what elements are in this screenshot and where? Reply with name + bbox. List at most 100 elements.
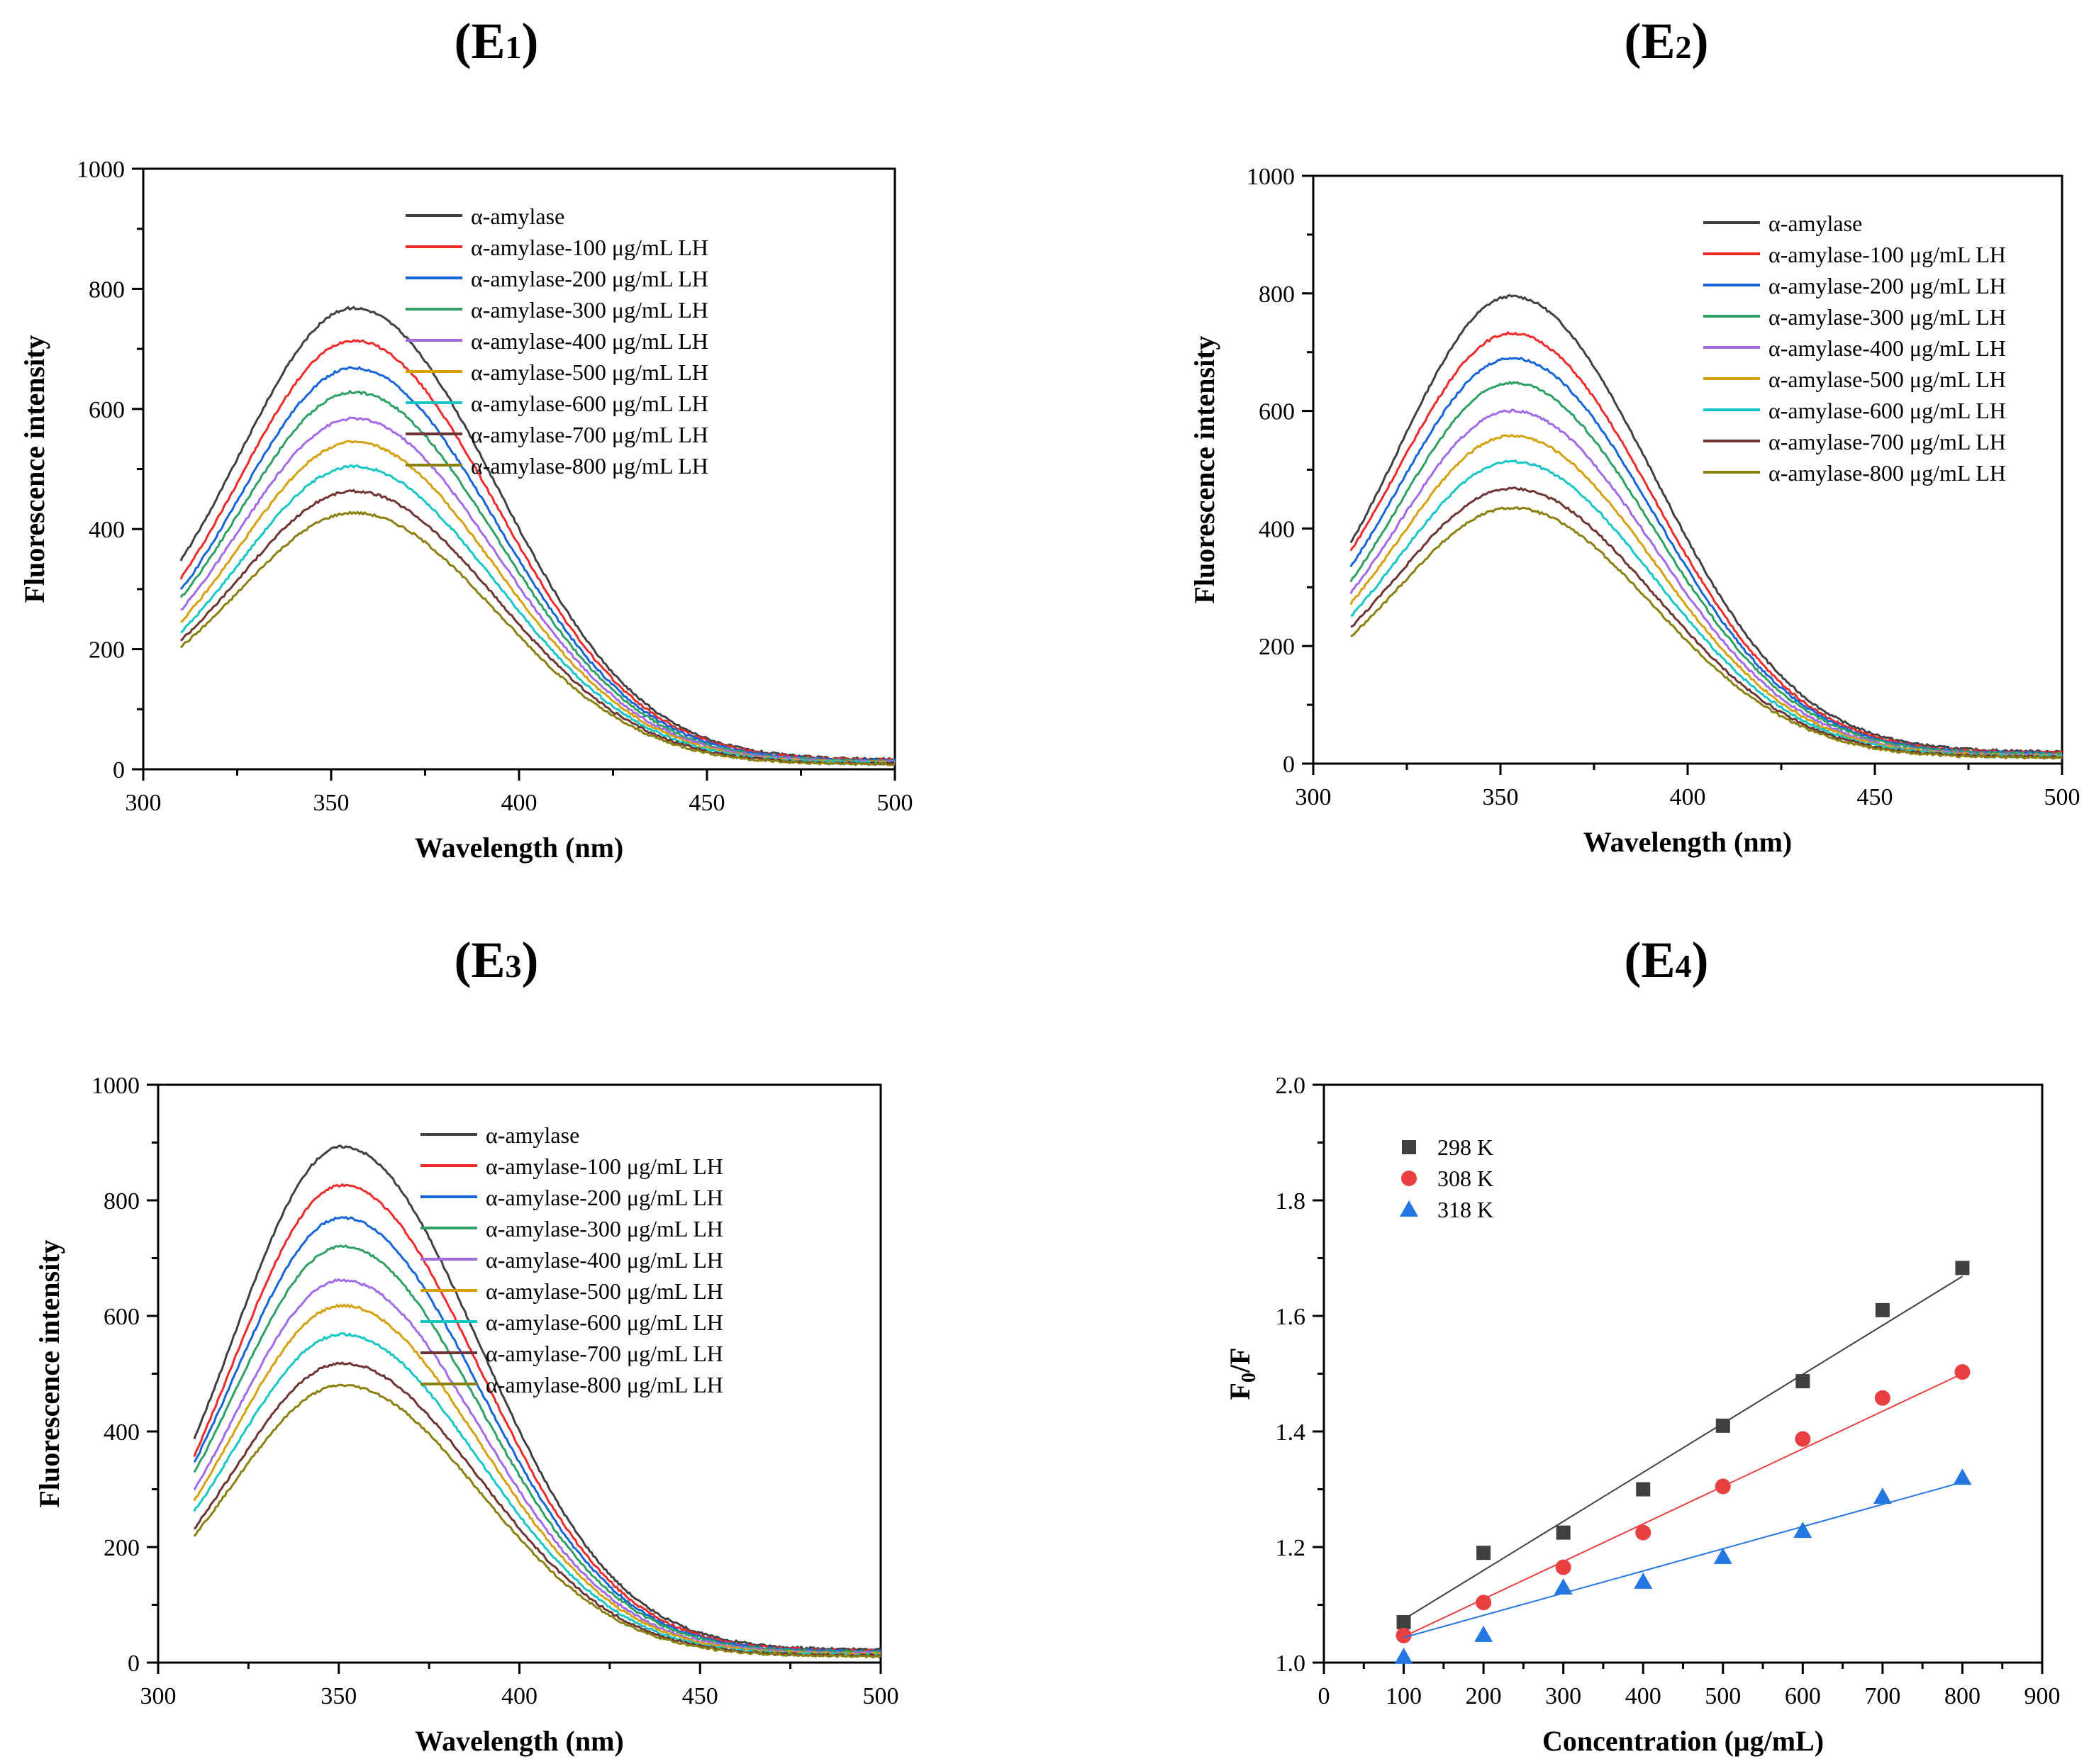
x-tick-label: 500 [1705, 1683, 1741, 1709]
x-tick-label: 450 [689, 790, 725, 816]
chart-E4: 0 100 200 300 400 500 600 700 800 900 1.0 1.2 1.4 1.6… [1224, 1073, 2061, 1757]
y-tick-label: 400 [89, 517, 125, 543]
chart-E3: 300 350 400 450 500 0 200 400 600 800 1000 Waveleng… [33, 1073, 899, 1757]
y-tick-label: 1000 [1247, 164, 1295, 190]
legend-entry: α-amylase-800 μg/mL LH [1768, 460, 2006, 486]
y-axis-label: Fluorescence intensity [1188, 335, 1220, 603]
data-point [1953, 1468, 1972, 1485]
legend-marker [1402, 1140, 1416, 1154]
data-point [1555, 1559, 1571, 1575]
series-line [1349, 356, 2063, 756]
x-tick-label: 350 [321, 1683, 357, 1709]
x-tick-label: 500 [877, 790, 913, 816]
legend-entry: α-amylase-600 μg/mL LH [486, 1310, 723, 1335]
y-tick-label: 600 [1259, 399, 1295, 425]
legend-entry: α-amylase-400 μg/mL LH [486, 1247, 723, 1273]
series-line [1349, 330, 2063, 755]
x-tick-label: 300 [1545, 1683, 1581, 1709]
legend-entry: α-amylase-400 μg/mL LH [471, 328, 708, 354]
data-point [1795, 1431, 1811, 1447]
y-axis-label: Fluorescence intensity [18, 335, 50, 603]
y-tick-label: 200 [104, 1535, 140, 1561]
legend-entry: α-amylase-800 μg/mL LH [486, 1372, 723, 1397]
x-tick-label: 500 [2044, 784, 2080, 810]
plot-frame [1322, 1083, 2044, 1664]
series-line [1350, 486, 2063, 759]
x-tick-label: 400 [501, 1683, 537, 1709]
panel-title-E2: (E2) [1625, 13, 1709, 69]
fit-line [1403, 1481, 1963, 1639]
x-tick-label: 200 [1466, 1683, 1502, 1709]
data-point [1793, 1522, 1812, 1539]
series-line [180, 416, 896, 764]
y-tick-label: 800 [89, 277, 125, 303]
chart-E1: 300 350 400 450 500 0 200 400 600 800 1000 Waveleng… [18, 157, 913, 864]
x-tick-label: 400 [1670, 784, 1706, 810]
fit-line [1403, 1373, 1963, 1638]
y-axis-label: Fluorescence intensity [33, 1239, 65, 1507]
panel-title-E4: (E4) [1625, 932, 1709, 988]
legend-entry: 308 K [1437, 1166, 1493, 1191]
data-point [1715, 1478, 1731, 1495]
panel-title-E1: (E1) [455, 13, 539, 69]
chart-E2: 300 350 400 450 500 0 200 400 600 800 1000 Waveleng… [1188, 164, 2080, 858]
legend-entry: α-amylase-800 μg/mL LH [471, 453, 708, 479]
legend-entry: α-amylase [471, 203, 564, 229]
x-tick-label: 450 [1857, 784, 1893, 810]
data-point [1715, 1418, 1730, 1433]
y-tick-label: 400 [1259, 516, 1295, 542]
x-axis-label: Wavelength (nm) [415, 1725, 623, 1757]
data-point [1476, 1595, 1492, 1611]
y-tick-label: 1000 [77, 157, 125, 183]
data-point [1554, 1578, 1573, 1595]
series-line [179, 306, 896, 762]
x-tick-label: 900 [2024, 1683, 2061, 1709]
y-tick-label: 1.2 [1276, 1535, 1306, 1561]
data-point [1476, 1546, 1491, 1561]
x-tick-label: 300 [1296, 784, 1332, 810]
panel-title-E3: (E3) [455, 932, 539, 988]
y-tick-label: 800 [1259, 281, 1295, 308]
legend-entry: α-amylase-600 μg/mL LH [471, 391, 708, 416]
legend-entry: α-amylase-200 μg/mL LH [1768, 273, 2006, 298]
x-axis-label: Concentration (μg/mL) [1542, 1725, 1824, 1757]
series-line [193, 1244, 881, 1655]
x-tick-label: 700 [1864, 1683, 1900, 1709]
x-tick-label: 800 [1944, 1683, 1981, 1709]
series-line [1349, 294, 2063, 754]
series-line [179, 365, 896, 763]
legend-entry: α-amylase-300 μg/mL LH [471, 297, 708, 323]
legend-marker [1400, 1200, 1418, 1217]
legend-entry: α-amylase-700 μg/mL LH [486, 1341, 723, 1366]
data-point [1955, 1261, 1970, 1275]
series-line [193, 1303, 881, 1656]
x-axis-label: Wavelength (nm) [1583, 826, 1792, 858]
data-point [1713, 1547, 1732, 1564]
data-point [1795, 1374, 1810, 1389]
legend-entry: 298 K [1437, 1134, 1493, 1160]
series-line [179, 489, 896, 766]
y-tick-label: 0 [113, 757, 125, 783]
legend-marker [1401, 1171, 1417, 1186]
series-line [1349, 408, 2063, 758]
legend-entry: α-amylase-100 μg/mL LH [471, 235, 708, 260]
y-tick-label: 200 [89, 637, 125, 664]
x-tick-label: 300 [126, 790, 162, 816]
legend-entry: α-amylase-300 μg/mL LH [486, 1216, 723, 1241]
data-point [1636, 1482, 1651, 1497]
data-point [1873, 1487, 1892, 1505]
series-line [193, 1383, 882, 1659]
legend-entry: α-amylase-600 μg/mL LH [1768, 398, 2006, 423]
series-line [193, 1361, 881, 1658]
y-axis-label: F0/F [1224, 1348, 1260, 1400]
y-tick-label: 1.8 [1276, 1188, 1306, 1215]
y-tick-label: 800 [104, 1188, 140, 1215]
x-tick-label: 0 [1318, 1683, 1330, 1709]
y-tick-label: 2.0 [1276, 1073, 1306, 1099]
y-tick-label: 200 [1259, 634, 1295, 660]
legend-entry: α-amylase-400 μg/mL LH [1768, 335, 2006, 361]
legend-entry: α-amylase-500 μg/mL LH [471, 359, 708, 385]
legend-entry: α-amylase-100 μg/mL LH [486, 1154, 723, 1179]
data-point [1396, 1627, 1412, 1643]
data-point [1875, 1302, 1890, 1317]
